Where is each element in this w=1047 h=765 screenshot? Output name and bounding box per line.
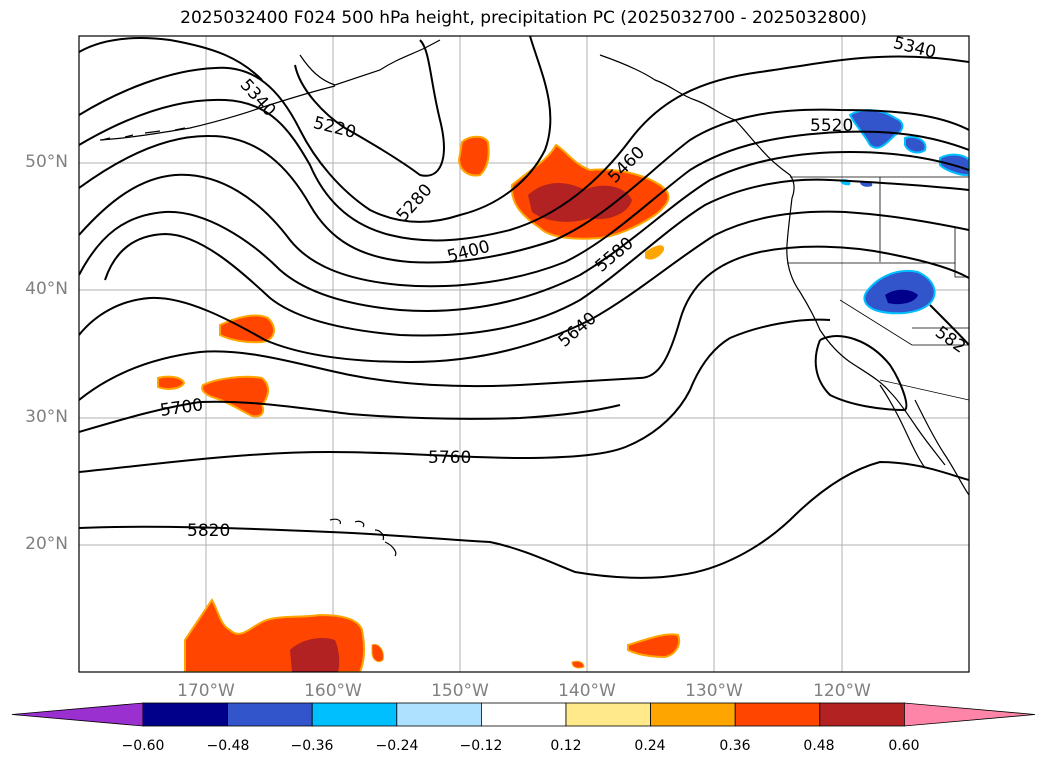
colorbar-segment [565, 702, 651, 727]
contour-5340 [79, 55, 969, 242]
precip-neg-bc2 [904, 136, 927, 154]
lat-label-50n: 50°N [25, 152, 68, 172]
height-contours [79, 36, 969, 579]
contour-5640 [79, 210, 969, 364]
contour-5760 [79, 318, 831, 473]
colorbar-tick-label: 0.12 [550, 738, 582, 754]
colorbar-tick-label: 0.24 [634, 738, 666, 754]
colorbar [11, 702, 1036, 727]
contour-5280 [79, 36, 552, 223]
precip-blob-s4 [371, 643, 384, 663]
bc-coast [759, 147, 795, 199]
lon-label-140w: 140°W [558, 681, 616, 701]
contour-east-ridge [929, 304, 969, 346]
map-frame [78, 35, 970, 673]
lon-label-160w: 160°W [304, 681, 362, 701]
colorbar-segment [734, 702, 821, 727]
lat-label-40n: 40°N [25, 279, 68, 299]
colorbar-segment [227, 702, 313, 727]
contour-5820-south [79, 460, 969, 579]
colorbar-segment [650, 702, 736, 727]
alaska-coast-se [599, 54, 761, 149]
contour-5820-north [79, 37, 263, 81]
colorbar-segment [396, 702, 482, 727]
colorbar-extend-min [11, 702, 144, 727]
precip-blob-gulf-core [528, 183, 632, 222]
colorbar-tick-label: 0.36 [719, 738, 751, 754]
lat-label-30n: 30°N [25, 407, 68, 427]
aleutian-islands [101, 127, 186, 141]
precip-blob-w2 [201, 375, 269, 418]
map-canvas [78, 35, 970, 673]
map-background [79, 36, 969, 672]
colorbar-tick-label: −0.48 [206, 738, 250, 754]
precip-neg-nevada-core [885, 289, 918, 305]
colorbar-segment [819, 702, 905, 727]
contour-label-5520: 5520 [810, 116, 854, 136]
precip-blob-s1-core [290, 638, 340, 672]
colorbar-tick-label: 0.60 [888, 738, 920, 754]
contour-5220 [294, 39, 445, 177]
contour-label-5820: 5820 [187, 521, 231, 541]
alaska-peninsula [99, 85, 336, 141]
lon-label-150w: 150°W [431, 681, 489, 701]
contour-5400 [79, 108, 969, 264]
lon-label-120w: 120°W [813, 681, 871, 701]
colorbar-tick-label: −0.60 [121, 738, 165, 754]
colorbar-tick-label: −0.12 [459, 738, 503, 754]
contour-5460 [79, 130, 969, 288]
colorbar-segment [142, 702, 228, 727]
contour-loop-west [814, 335, 908, 412]
precip-blob-c1 [645, 245, 665, 260]
baja-california [879, 384, 926, 469]
colorbar-segment [480, 702, 567, 727]
precip-blob-small-n [457, 135, 490, 177]
colorbar-tick-label: −0.36 [290, 738, 334, 754]
lon-label-170w: 170°W [177, 681, 235, 701]
contour-label-5760: 5760 [428, 448, 472, 468]
precip-negative-region [840, 109, 969, 315]
colorbar-tick-label: 0.48 [803, 738, 835, 754]
precip-blob-w3 [157, 375, 186, 390]
colorbar-extend-max [904, 702, 1036, 727]
contour-5580 [104, 178, 969, 337]
contour-5700 [79, 245, 969, 401]
contour-5520 [79, 150, 969, 312]
us-west-coast [786, 197, 946, 466]
mexico-coast [914, 399, 969, 496]
precip-blob-s2 [627, 633, 681, 659]
lon-label-130w: 130°W [685, 681, 743, 701]
alaska-mainland [299, 39, 441, 86]
precip-blob-s3 [571, 660, 585, 669]
colorbar-tick-label: −0.24 [375, 738, 419, 754]
lat-label-20n: 20°N [25, 534, 68, 554]
contour-5700-inner [79, 400, 621, 433]
colorbar-segment [311, 702, 398, 727]
coastlines [99, 39, 969, 557]
hawaii [329, 518, 397, 557]
map-title: 2025032400 F024 500 hPa height, precipit… [180, 8, 867, 28]
